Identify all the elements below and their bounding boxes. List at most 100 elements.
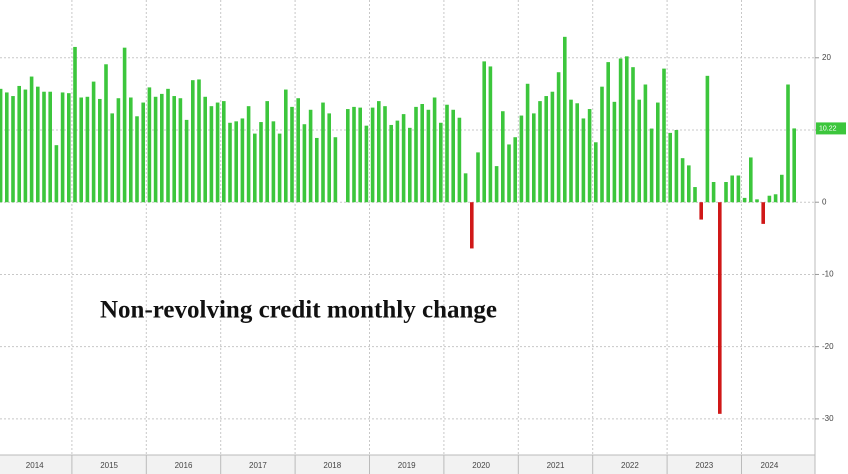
bar [315,137,319,203]
x-tick-label: 2022 [621,461,639,470]
y-tick-label: -20 [822,342,834,351]
bar [383,106,387,203]
bar [643,84,648,203]
bar [290,106,294,203]
bar [420,104,424,203]
bar [773,194,778,203]
bar [246,106,251,203]
x-tick-label: 2017 [249,461,267,470]
bar [507,144,511,203]
last-value-box [816,122,846,135]
bar [271,121,276,203]
bar [104,64,108,203]
bar [153,96,158,203]
bar [48,91,52,203]
bar [693,187,697,203]
bar [718,202,722,414]
bar [197,79,201,203]
bar [575,103,579,203]
bar [730,175,734,203]
bar [780,174,784,203]
x-tick-label: 2018 [323,461,341,470]
bar [587,109,592,203]
bar [129,97,133,203]
bar [327,113,331,203]
bar [98,98,102,203]
bar [364,125,369,203]
bar [395,120,400,203]
bar [414,106,418,203]
bar [184,119,189,203]
bar [563,36,567,203]
bar [711,182,716,203]
bar [401,114,406,203]
y-tick-label: -30 [822,414,834,423]
grid [0,0,819,474]
bar [116,98,121,203]
bar [550,91,555,203]
bar [222,101,226,203]
bar [377,101,381,203]
x-axis-band [0,455,815,474]
bar [439,122,443,203]
bar [476,152,480,203]
bar [122,47,127,203]
bar [54,145,59,203]
bar [519,115,524,203]
bar [0,88,3,203]
plot-area [0,0,815,455]
bar [308,109,313,203]
bar [631,67,635,203]
bar [513,137,517,203]
bar [544,96,548,203]
x-tick-label: 2015 [100,461,118,470]
bar [352,106,356,203]
bar [135,116,139,203]
bar [662,68,666,203]
bar [73,46,77,203]
x-tick-label: 2019 [398,461,416,470]
bar [618,58,623,203]
bar [674,130,679,203]
bar [581,118,586,203]
bar [432,97,437,203]
bar [699,202,703,220]
bar [736,175,741,203]
bar [501,111,505,203]
bar [209,106,214,203]
bar [538,101,542,203]
bar [147,87,152,203]
bar [705,75,710,203]
bars [0,36,796,414]
bar [79,97,83,203]
bar [656,102,660,203]
bar [457,117,462,203]
bar [482,61,486,203]
bar [525,83,530,203]
bar [612,101,617,203]
bar [426,109,431,203]
x-tick-label: 2024 [761,461,779,470]
bar [625,56,629,203]
bar [358,107,362,203]
bar [29,76,34,203]
bar [203,96,207,203]
bar [389,124,393,203]
bar [494,166,499,203]
y-tick-label: -10 [822,270,834,279]
bar [166,88,170,203]
bar [60,92,65,203]
bar [141,102,145,203]
bar [724,182,728,203]
bar [296,98,300,203]
bar [668,132,672,203]
y-tick-label: 0 [822,197,827,206]
bar [680,158,685,203]
bar [302,124,307,203]
bar [284,89,288,203]
bar [277,133,282,203]
bar [67,93,71,203]
bar [346,109,350,203]
bar [321,102,325,203]
